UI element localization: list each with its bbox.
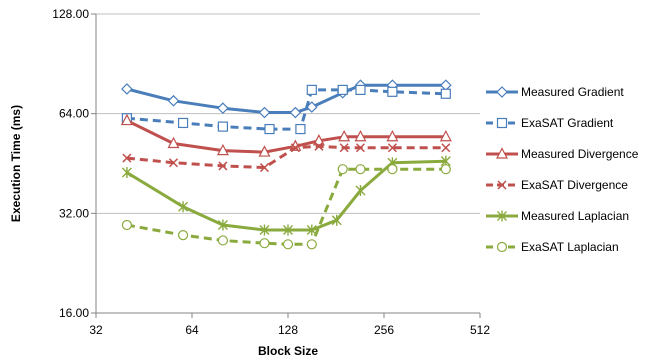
data-point bbox=[440, 88, 451, 99]
data-point bbox=[121, 167, 132, 179]
data-point bbox=[290, 143, 300, 153]
y-axis-title: Execution Time (ms) bbox=[9, 105, 23, 222]
data-point bbox=[167, 94, 180, 107]
legend-marker bbox=[497, 180, 507, 190]
series-measured-laplacian bbox=[121, 155, 451, 236]
series-line bbox=[126, 83, 446, 114]
legend-item-exasat-gradient: ExaSAT Gradient bbox=[486, 116, 614, 130]
data-point bbox=[314, 141, 324, 151]
series-exasat-laplacian bbox=[121, 164, 451, 250]
legend-marker bbox=[497, 210, 507, 222]
data-point bbox=[167, 136, 180, 149]
data-point bbox=[121, 219, 133, 231]
data-point bbox=[177, 117, 189, 129]
y-tick-label: 16.00 bbox=[59, 306, 89, 320]
legend: Measured Gradient ExaSAT Gradient Measured… bbox=[486, 85, 639, 254]
x-tick-label: 256 bbox=[374, 323, 394, 337]
series-line bbox=[126, 88, 446, 131]
legend-label: Measured Laplacian bbox=[521, 209, 629, 223]
y-tick-label: 64.00 bbox=[59, 107, 89, 121]
x-tick-label: 512 bbox=[470, 323, 490, 337]
series-line bbox=[126, 144, 446, 169]
legend-item-exasat-divergence: ExaSAT Divergence bbox=[486, 178, 628, 192]
series-line bbox=[126, 167, 446, 246]
data-point bbox=[355, 185, 366, 197]
data-point bbox=[259, 238, 270, 249]
legend-label: Measured Divergence bbox=[521, 147, 639, 161]
data-point bbox=[354, 129, 367, 142]
data-point bbox=[217, 219, 228, 231]
data-point bbox=[177, 230, 189, 241]
y-tick-label: 32.00 bbox=[59, 206, 89, 220]
legend-label: ExaSAT Gradient bbox=[521, 116, 614, 130]
data-point bbox=[339, 143, 349, 153]
data-point bbox=[306, 224, 317, 236]
legend-item-measured-divergence: Measured Divergence bbox=[486, 147, 639, 161]
data-point bbox=[386, 129, 399, 142]
data-point bbox=[441, 143, 451, 153]
y-tick-label: 128.00 bbox=[52, 7, 89, 21]
series-exasat-divergence bbox=[122, 141, 451, 173]
data-point bbox=[121, 83, 133, 95]
x-tick-label: 128 bbox=[278, 323, 298, 337]
data-point bbox=[259, 224, 270, 236]
x-tick-label: 32 bbox=[89, 323, 103, 337]
data-point bbox=[295, 123, 306, 135]
data-point bbox=[306, 84, 317, 96]
data-point bbox=[178, 201, 189, 213]
data-point bbox=[217, 121, 229, 132]
series-line bbox=[126, 119, 446, 154]
legend-label: Measured Gradient bbox=[521, 85, 624, 99]
legend-marker bbox=[496, 241, 508, 253]
data-point bbox=[355, 84, 366, 96]
data-point bbox=[312, 133, 325, 146]
data-point bbox=[258, 106, 271, 119]
data-point bbox=[289, 106, 302, 119]
data-point bbox=[337, 84, 348, 96]
legend-item-exasat-laplacian: ExaSAT Laplacian bbox=[486, 240, 619, 254]
legend-marker bbox=[496, 86, 508, 98]
data-point bbox=[338, 129, 351, 142]
data-point bbox=[120, 113, 133, 126]
data-point bbox=[355, 143, 365, 153]
legend-label: ExaSAT Laplacian bbox=[521, 240, 619, 254]
data-point bbox=[122, 153, 132, 163]
data-point bbox=[259, 163, 269, 173]
legend-label: ExaSAT Divergence bbox=[521, 178, 628, 192]
legend-marker bbox=[496, 117, 508, 129]
data-point bbox=[387, 164, 398, 175]
data-point bbox=[264, 123, 275, 135]
data-point bbox=[217, 235, 229, 246]
legend-item-measured-laplacian: Measured Laplacian bbox=[486, 209, 629, 223]
data-point bbox=[387, 143, 397, 153]
x-tick-label: 64 bbox=[185, 323, 199, 337]
data-point bbox=[283, 224, 293, 236]
data-point bbox=[337, 164, 348, 175]
axes bbox=[91, 13, 481, 318]
data-point bbox=[282, 239, 294, 250]
series-line bbox=[126, 159, 446, 232]
data-point bbox=[258, 145, 271, 157]
x-axis-title: Block Size bbox=[258, 344, 318, 358]
data-point bbox=[216, 143, 229, 156]
data-point bbox=[387, 86, 398, 97]
data-point bbox=[355, 164, 366, 175]
legend-item-measured-gradient: Measured Gradient bbox=[486, 85, 624, 99]
data-point bbox=[218, 161, 228, 171]
series-layer bbox=[120, 79, 452, 250]
data-point bbox=[439, 129, 452, 142]
tick-labels: 16.00 32.00 64.00 128.00 32 64 128 256 512 bbox=[52, 7, 490, 337]
data-point bbox=[306, 239, 317, 250]
series-measured-gradient bbox=[121, 79, 452, 119]
data-point bbox=[217, 102, 229, 115]
series-exasat-gradient bbox=[121, 84, 451, 135]
data-point bbox=[168, 158, 179, 168]
data-point bbox=[331, 214, 342, 226]
data-point bbox=[440, 164, 451, 175]
legend-marker bbox=[496, 147, 508, 159]
